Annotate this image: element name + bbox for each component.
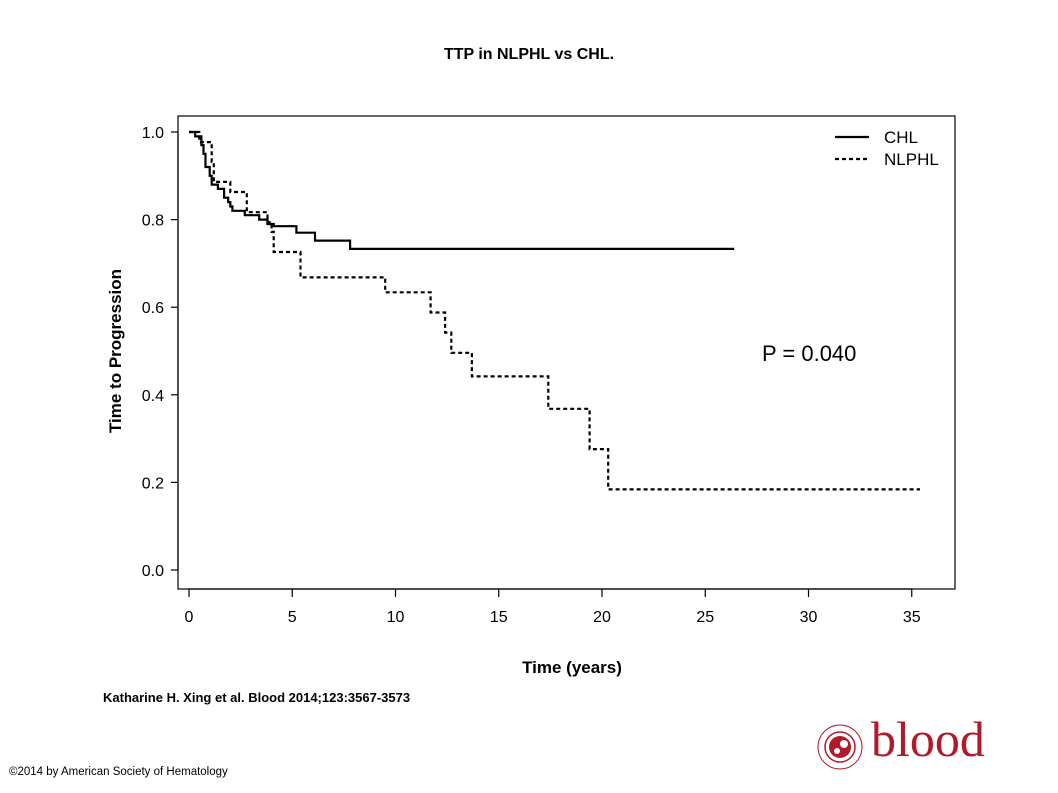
- y-tick-label: 0.0: [142, 563, 164, 580]
- p-value-annotation: P = 0.040: [762, 341, 856, 366]
- x-tick-label: 0: [185, 609, 194, 626]
- y-tick-label: 0.8: [142, 213, 164, 230]
- x-tick-label: 35: [903, 609, 921, 626]
- copyright: ©2014 by American Society of Hematology: [9, 766, 228, 778]
- blood-journal-logo: blood: [815, 714, 1005, 772]
- series-line-nlphl: [189, 130, 920, 491]
- logo-wordmark: blood: [871, 711, 985, 767]
- x-tick-label: 15: [490, 609, 508, 626]
- slide-title: TTP in NLPHL vs CHL.: [443, 46, 615, 63]
- y-axis-label: Time to Progression: [106, 269, 125, 433]
- series-lines: [189, 130, 920, 491]
- x-tick-label: 10: [387, 609, 405, 626]
- y-tick-label: 0.6: [142, 300, 164, 317]
- ash-seal-icon: [817, 724, 863, 770]
- series-line-chl: [189, 130, 735, 250]
- x-tick-label: 5: [288, 609, 297, 626]
- legend-label-nlphl: NLPHL: [884, 150, 939, 169]
- y-tick-label: 0.4: [142, 388, 164, 405]
- legend: CHL NLPHL: [835, 128, 939, 169]
- axis-ticks: 0.0 0.2 0.4 0.6 0.8 1.0 0 5 10 15 20 25 30 35: [142, 125, 921, 626]
- legend-label-chl: CHL: [884, 128, 918, 147]
- x-tick-label: 20: [593, 609, 611, 626]
- x-tick-label: 25: [696, 609, 714, 626]
- y-tick-label: 0.2: [142, 475, 164, 492]
- x-tick-label: 30: [800, 609, 818, 626]
- y-tick-label: 1.0: [142, 125, 164, 142]
- x-axis-label: Time (years): [522, 658, 622, 677]
- citation: Katharine H. Xing et al. Blood 2014;123:…: [103, 690, 411, 705]
